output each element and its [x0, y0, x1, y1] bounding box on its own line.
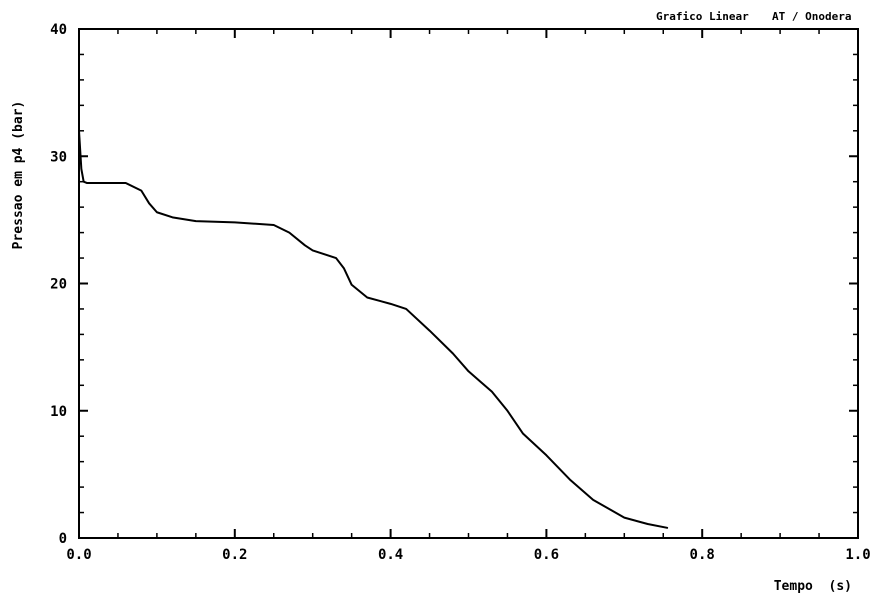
x-tick-label: 0.2 — [222, 547, 247, 563]
x-tick-label: 0.4 — [378, 547, 403, 563]
tick-labels: 0.0 0.2 0.4 0.6 0.8 1.0 0 10 20 30 40 — [50, 22, 871, 563]
x-tick-label: 0.0 — [66, 547, 91, 563]
x-tick-label: 0.6 — [534, 547, 559, 563]
series-layer — [78, 129, 669, 529]
chart-header-right: AT / Onodera — [772, 10, 851, 23]
chart-header-left: Grafico Linear — [656, 10, 749, 23]
x-tick-label: 1.0 — [845, 547, 870, 563]
y-tick-label: 40 — [50, 22, 67, 38]
y-axis-title: Pressao em p4 (bar) — [11, 101, 26, 250]
x-tick-label: 0.8 — [690, 547, 715, 563]
y-tick-label: 30 — [50, 149, 67, 165]
y-tick-label: 0 — [59, 531, 67, 547]
y-tick-label: 10 — [50, 404, 67, 420]
x-axis-title: Tempo (s) — [774, 579, 852, 594]
series-line — [78, 129, 669, 529]
axis-ticks — [78, 28, 859, 539]
plot-frame — [78, 28, 859, 539]
y-tick-label: 20 — [50, 277, 67, 293]
